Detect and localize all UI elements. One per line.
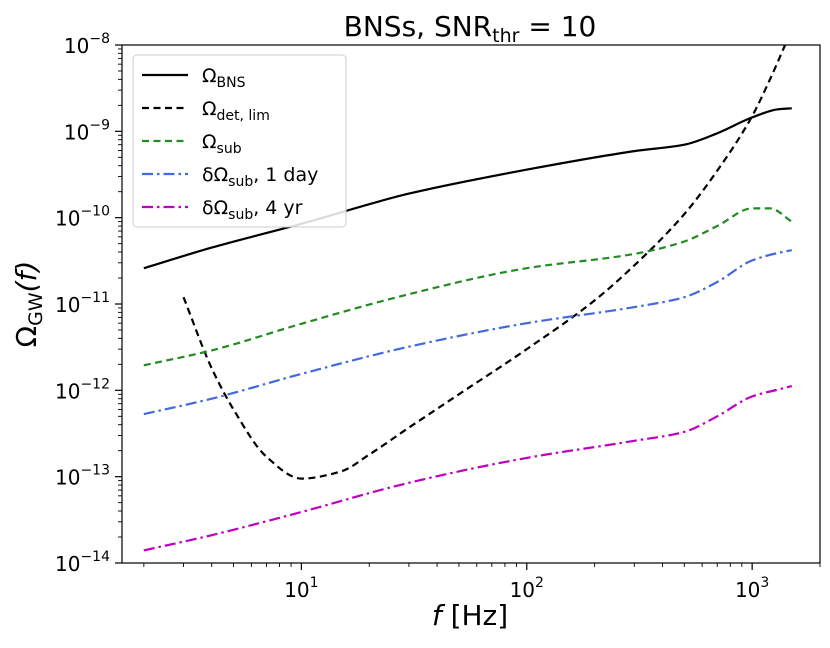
- y-tick-label: 10−9: [64, 117, 110, 144]
- legend-entry-label: δΩsub, 1 day: [202, 164, 318, 190]
- series-line-0: [143, 107, 792, 270]
- y-tick-label: 10−10: [55, 204, 110, 231]
- title-main: BNSs, SNR: [344, 10, 493, 43]
- legend-entry-label: Ωdet, lim: [202, 98, 270, 124]
- y-axis-ticks: 10−14 10−13 10−12 10−11 10−10 10−9 10−8: [55, 31, 122, 576]
- legend: ΩBNS Ωdet, lim Ωsub δΩsub, 1 day δΩsub, 4 yr: [132, 54, 347, 228]
- legend-entry-label: Ωsub: [202, 131, 242, 157]
- svg-text:BNSs, SNRthr = 10: BNSs, SNRthr = 10: [344, 10, 597, 47]
- series-line-2: [143, 207, 793, 367]
- y-tick-label: 10−14: [55, 549, 110, 576]
- legend-entry-label: ΩBNS: [202, 65, 246, 91]
- x-axis-label: f [Hz]: [432, 599, 508, 632]
- y-tick-label: 10−8: [64, 31, 110, 58]
- title-tail: = 10: [519, 10, 596, 43]
- x-axis-ticks: 101 102 103: [143, 563, 821, 602]
- y-axis-label: ΩGW(f): [10, 261, 47, 348]
- plot-area: [121, 44, 821, 564]
- legend-entry-label: δΩsub, 4 yr: [202, 197, 303, 223]
- series-line-1: [182, 45, 787, 480]
- series-line-3: [143, 249, 793, 416]
- x-tick-label: 103: [735, 575, 769, 602]
- chart-title: BNSs, SNRthr = 10: [344, 10, 597, 47]
- y-tick-label: 10−11: [55, 290, 110, 317]
- y-tick-label: 10−12: [55, 376, 110, 403]
- x-tick-label: 101: [284, 575, 318, 602]
- y-tick-label: 10−13: [55, 463, 110, 490]
- legend-box: [132, 54, 347, 228]
- x-tick-label: 102: [510, 575, 544, 602]
- title-sub: thr: [492, 25, 519, 47]
- series-line-4: [143, 385, 793, 552]
